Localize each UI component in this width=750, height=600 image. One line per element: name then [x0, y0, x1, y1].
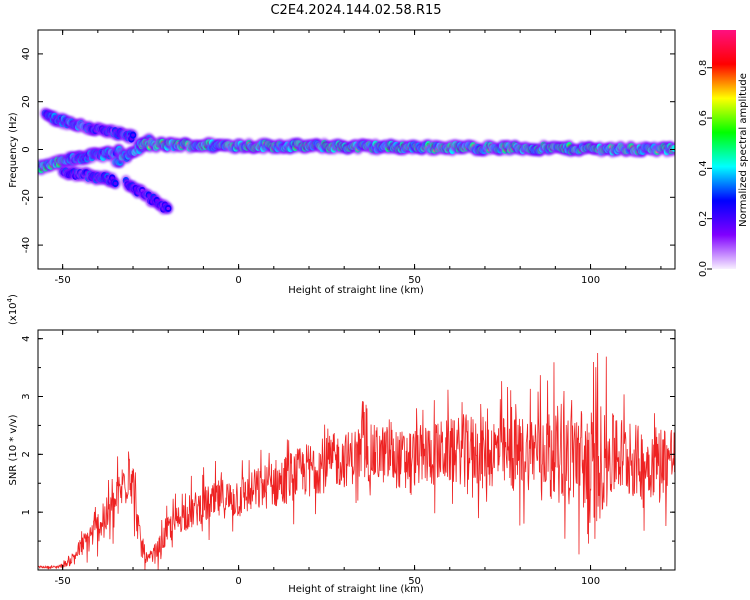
y-tick-label: -40 — [21, 237, 32, 253]
x-tick-label: -50 — [54, 275, 70, 286]
y-tick-label: 1 — [21, 509, 32, 515]
colorbar-tick-label: 0.0 — [698, 261, 709, 277]
y-tick-label: 2 — [21, 451, 32, 457]
snr-ylabel: SNR (10 * v/v) — [8, 414, 19, 485]
spectrogram-panel: -50 0 50 100 -40 -20 0 20 40 Height of straight … — [8, 29, 676, 296]
spectrogram-trace — [85, 122, 139, 145]
x-tick-label: 50 — [408, 576, 421, 587]
y-tick-label: 4 — [21, 335, 32, 341]
x-tick-label: -50 — [54, 576, 70, 587]
y-tick-label: 20 — [21, 95, 32, 108]
colorbar: 0.0 0.2 0.4 0.6 0.8 Normalized spectral ampl… — [698, 30, 749, 277]
spectrogram-trace — [57, 165, 121, 190]
snr-multiplier-label: (x104) — [6, 294, 19, 325]
y-tick-label: 0 — [21, 146, 32, 152]
snr-series-line — [38, 352, 675, 570]
colorbar-tick-label: 0.2 — [698, 211, 709, 227]
spectrogram-ticks: -50 0 50 100 -40 -20 0 20 40 — [21, 30, 675, 286]
y-tick-label: 40 — [21, 48, 32, 61]
x-tick-label: 50 — [408, 275, 421, 286]
chart-title: C2E4.2024.144.02.58.R15 — [270, 3, 441, 18]
y-tick-label: -20 — [21, 189, 32, 205]
x-tick-label: 0 — [235, 275, 241, 286]
trace-core — [113, 181, 118, 186]
colorbar-ticks: 0.0 0.2 0.4 0.6 0.8 — [698, 60, 712, 277]
spectrogram-xlabel: Height of straight line (km) — [288, 285, 424, 296]
colorbar-tick-label: 0.4 — [698, 160, 709, 176]
colorbar-tick-label: 0.8 — [698, 60, 709, 76]
colorbar-gradient — [712, 30, 736, 269]
spectrogram-ylabel: Frequency (Hz) — [8, 112, 19, 188]
snr-xlabel: Height of straight line (km) — [288, 584, 424, 595]
snr-ticks: -50 0 50 100 1 2 3 4 — [21, 330, 675, 587]
colorbar-tick-label: 0.6 — [698, 110, 709, 126]
spectrogram-trace — [135, 136, 675, 158]
trace-core — [131, 133, 135, 137]
x-tick-label: 0 — [235, 576, 241, 587]
spectrogram-trace — [120, 175, 174, 215]
y-tick-label: 3 — [21, 393, 32, 399]
x-tick-label: 100 — [581, 275, 600, 286]
snr-panel: -50 0 50 100 1 2 3 4 (x104) Height of straight … — [6, 294, 676, 595]
x-tick-label: 100 — [581, 576, 600, 587]
spectrogram-traces — [38, 107, 675, 215]
snr-frame — [37, 329, 676, 571]
trace-core — [166, 206, 171, 211]
colorbar-label: Normalized spectral amplitude — [738, 73, 749, 227]
